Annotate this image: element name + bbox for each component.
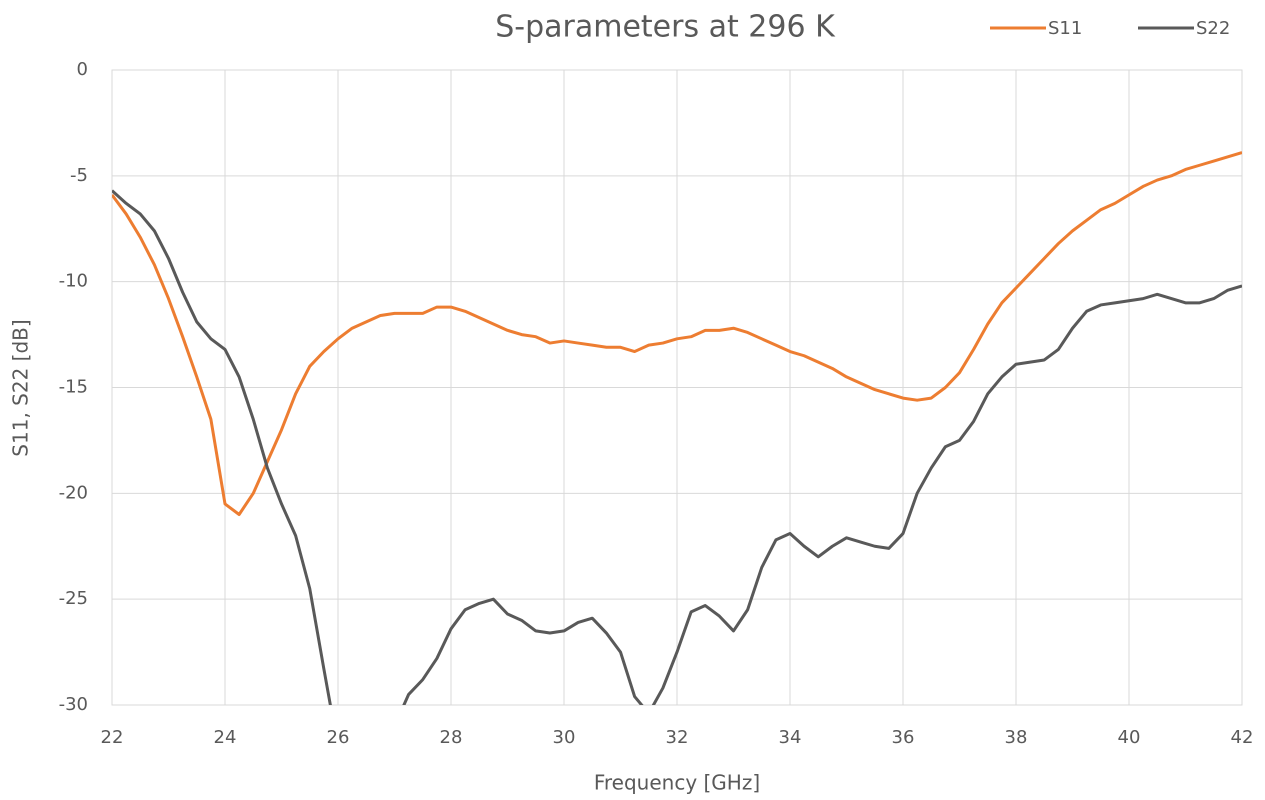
y-tick-label: 0 [77, 59, 88, 80]
y-tick-label: -30 [59, 694, 88, 715]
series-line [112, 151, 1242, 516]
x-axis-label: Frequency [GHz] [594, 771, 760, 795]
chart-title: S-parameters at 296 K [495, 10, 836, 45]
y-tick-label: -25 [59, 588, 88, 609]
y-axis-label: S11, S22 [dB] [9, 319, 33, 456]
x-tick-label: 36 [892, 727, 915, 748]
x-tick-label: 38 [1005, 727, 1028, 748]
x-tick-label: 42 [1231, 727, 1254, 748]
legend-label: S11 [1048, 18, 1082, 39]
series-line [112, 189, 1242, 705]
y-tick-label: -20 [59, 482, 88, 503]
x-tick-label: 24 [214, 727, 237, 748]
x-tick-label: 34 [779, 727, 802, 748]
x-tick-label: 22 [101, 727, 124, 748]
y-tick-label: -5 [70, 165, 88, 186]
legend-label: S22 [1196, 18, 1230, 39]
x-tick-label: 28 [440, 727, 463, 748]
x-tick-label: 30 [553, 727, 576, 748]
x-tick-label: 32 [666, 727, 689, 748]
y-tick-label: -15 [59, 377, 88, 398]
x-tick-label: 26 [327, 727, 350, 748]
x-tick-label: 40 [1118, 727, 1141, 748]
y-tick-label: -10 [59, 271, 88, 292]
